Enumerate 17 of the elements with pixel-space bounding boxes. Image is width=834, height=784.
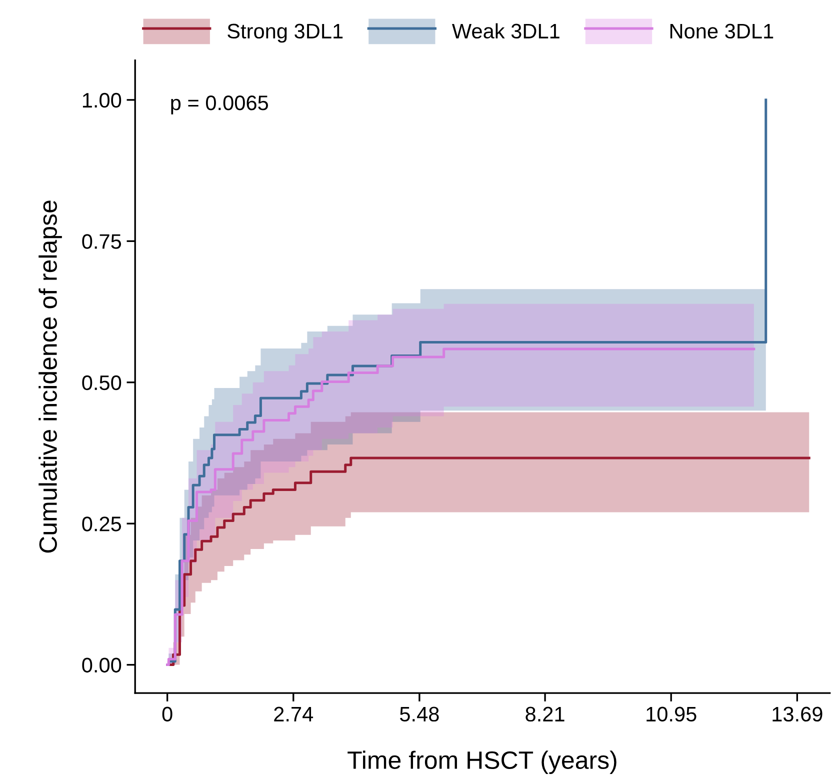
legend-label: None 3DL1 xyxy=(670,24,774,39)
x-axis-title: Time from HSCT (years) xyxy=(348,750,616,774)
y-axis-title: Cumulative incidence of relapse xyxy=(38,200,62,553)
annotation: p = 0.0065 xyxy=(171,95,268,114)
y-tick-label: 0.50 xyxy=(82,375,122,390)
legend-label: Strong 3DL1 xyxy=(228,24,343,43)
x-tick-label: 5.48 xyxy=(400,706,439,722)
x-tick-label: 2.74 xyxy=(274,706,314,722)
y-tick-label: 0.75 xyxy=(82,234,122,249)
x-tick-label: 13.69 xyxy=(772,706,822,722)
y-tick-label: 1.00 xyxy=(82,92,122,108)
legend-label: Weak 3DL1 xyxy=(452,23,560,39)
x-tick-label: 8.21 xyxy=(526,706,564,722)
x-tick-label: 0 xyxy=(162,706,172,722)
y-tick-label: 0.25 xyxy=(82,516,122,532)
x-tick-label: 10.95 xyxy=(646,706,696,722)
y-tick-label: 0.00 xyxy=(82,658,122,673)
